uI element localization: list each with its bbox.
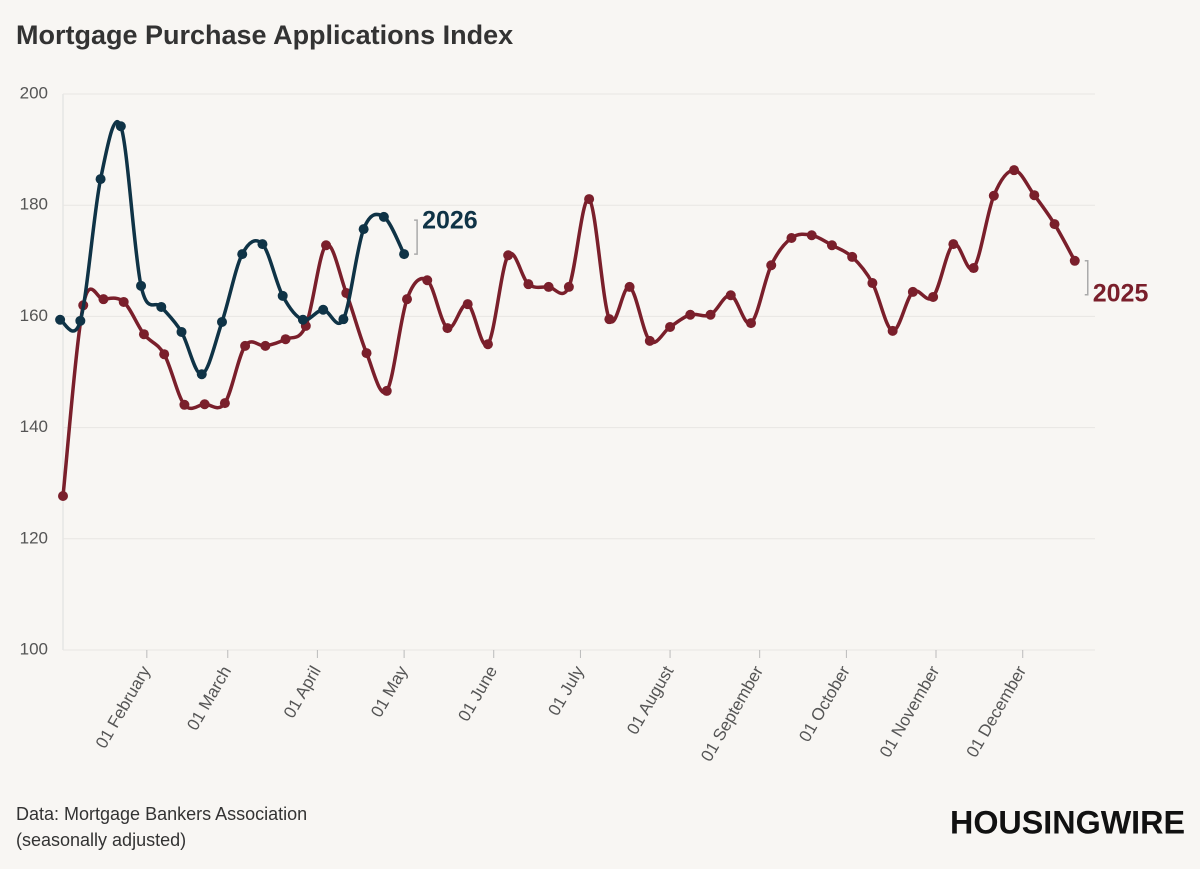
point	[847, 251, 858, 262]
point	[136, 280, 147, 291]
point	[156, 301, 167, 312]
point	[321, 240, 332, 251]
point	[138, 329, 149, 340]
y-tick-label: 100	[20, 639, 48, 658]
point	[988, 190, 999, 201]
point	[948, 239, 959, 250]
point	[928, 291, 939, 302]
point	[95, 174, 106, 185]
y-tick-label: 120	[20, 528, 48, 547]
series-label: 2025	[1093, 279, 1149, 307]
point	[260, 340, 271, 351]
point	[402, 294, 412, 305]
point	[482, 339, 493, 350]
label-bracket	[1084, 260, 1089, 296]
point	[277, 290, 288, 301]
point	[115, 121, 126, 132]
point	[826, 240, 837, 251]
point	[98, 294, 109, 305]
point	[584, 194, 595, 205]
point	[1069, 255, 1080, 266]
point	[358, 224, 369, 235]
point	[118, 296, 129, 307]
point	[462, 299, 473, 310]
series-label: 2026	[422, 207, 478, 235]
point	[297, 314, 308, 325]
source: (seasonally adjusted)	[16, 830, 186, 850]
point	[907, 286, 918, 297]
point	[399, 249, 410, 260]
point	[604, 314, 615, 325]
point	[378, 211, 389, 222]
point	[503, 250, 514, 261]
point	[887, 325, 898, 336]
point	[196, 369, 207, 380]
y-tick-label: 200	[20, 83, 48, 102]
point	[1029, 190, 1040, 201]
point	[338, 314, 349, 325]
point	[725, 290, 736, 301]
point	[422, 275, 433, 286]
point	[280, 334, 291, 345]
chart-title: Mortgage Purchase Applications Index	[16, 20, 513, 50]
point	[665, 321, 676, 332]
point	[199, 399, 210, 410]
point	[523, 279, 534, 290]
point	[179, 399, 190, 410]
point	[1049, 219, 1060, 230]
point	[685, 309, 696, 320]
point	[705, 309, 716, 320]
point	[176, 326, 187, 337]
point	[381, 385, 392, 396]
point	[318, 304, 329, 315]
label-bracket	[414, 219, 418, 255]
point	[766, 260, 777, 271]
brand: HOUSINGWIRE	[950, 804, 1185, 840]
point	[543, 281, 554, 292]
point	[644, 335, 655, 346]
point	[746, 318, 756, 329]
point	[968, 263, 979, 274]
point	[1009, 165, 1020, 176]
point	[257, 239, 268, 250]
point	[786, 233, 797, 244]
y-tick-label: 140	[20, 417, 48, 436]
point	[563, 281, 574, 292]
point	[219, 398, 230, 409]
point	[867, 278, 878, 289]
point	[240, 340, 251, 351]
point	[237, 249, 248, 260]
point	[806, 230, 817, 241]
point	[58, 490, 68, 501]
y-tick-label: 160	[20, 306, 48, 325]
point	[159, 349, 170, 360]
point	[361, 348, 372, 359]
point	[442, 323, 453, 334]
point	[55, 314, 66, 325]
source: Data: Mortgage Bankers Association	[16, 804, 307, 824]
y-tick-label: 180	[20, 195, 48, 214]
point	[75, 315, 86, 326]
point	[216, 316, 227, 327]
point	[624, 281, 635, 292]
